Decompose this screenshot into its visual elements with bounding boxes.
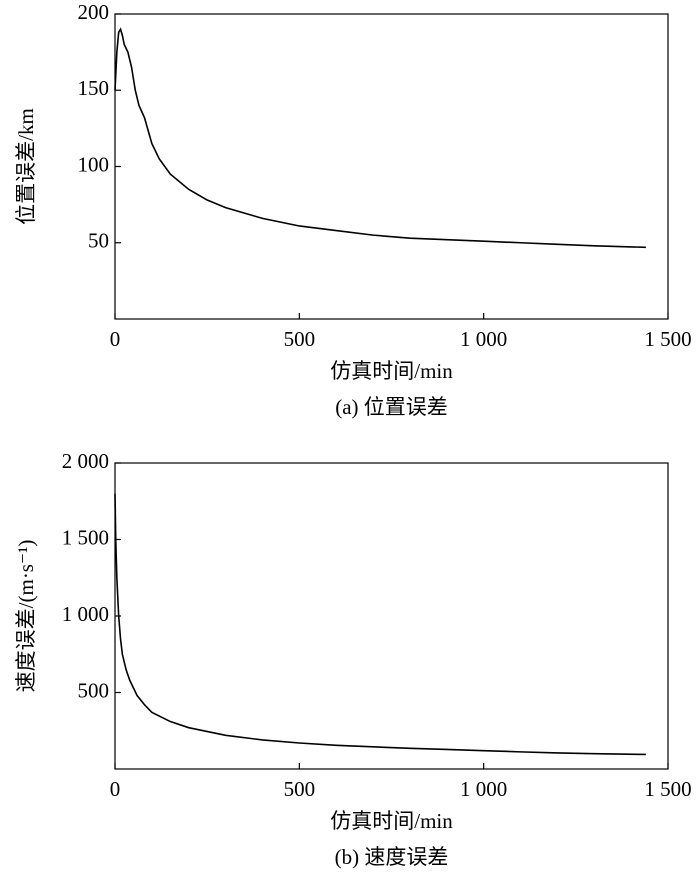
- x-tick-label: 1 000: [460, 327, 507, 351]
- y-tick-label: 200: [78, 0, 110, 24]
- x-tick-label: 1 000: [460, 777, 507, 801]
- caption: (a) 位置误差: [335, 395, 448, 419]
- x-axis-label: 仿真时间/min: [330, 359, 453, 383]
- y-axis-label: 位置误差/km: [14, 108, 38, 225]
- x-axis-label: 仿真时间/min: [330, 809, 453, 833]
- x-tick-label: 0: [110, 777, 121, 801]
- line-series: [114, 27, 646, 249]
- x-tick-label: 1 500: [644, 327, 691, 351]
- y-tick-label: 2 000: [62, 449, 109, 473]
- y-tick-label: 100: [78, 152, 110, 176]
- y-axis-label: 速度误差/(m·s⁻¹): [14, 540, 38, 693]
- x-tick-label: 1 500: [644, 777, 691, 801]
- x-tick-label: 0: [110, 327, 121, 351]
- axis-box: [114, 462, 669, 770]
- y-tick-label: 1 000: [62, 602, 109, 626]
- y-tick-label: 150: [78, 76, 110, 100]
- caption: (b) 速度误差: [335, 845, 449, 869]
- y-tick-label: 1 500: [62, 525, 109, 549]
- y-tick-label: 500: [78, 678, 110, 702]
- y-tick-label: 50: [88, 229, 109, 253]
- line-series: [114, 493, 646, 756]
- x-tick-label: 500: [284, 327, 316, 351]
- x-tick-label: 500: [284, 777, 316, 801]
- axis-box: [114, 13, 669, 320]
